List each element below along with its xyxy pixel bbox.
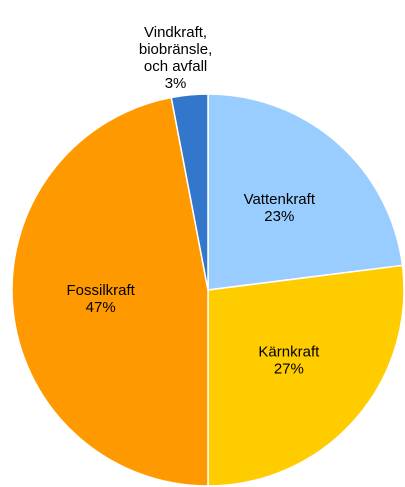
slice-label-line: Vindkraft, bbox=[144, 24, 207, 41]
pie-slice bbox=[170, 93, 209, 291]
pie-slice bbox=[207, 93, 404, 291]
slice-label-line: biobränsle, bbox=[139, 41, 212, 58]
slice-value-label: 23% bbox=[264, 208, 294, 225]
slice-label-line: och avfall bbox=[144, 58, 207, 75]
slice-label: Fossilkraft bbox=[67, 282, 136, 299]
slice-label: Vattenkraft bbox=[244, 191, 316, 208]
slice-label-line: Kärnkraft bbox=[258, 343, 320, 360]
slice-label-line: Vattenkraft bbox=[244, 191, 316, 208]
slice-label: Kärnkraft bbox=[258, 343, 320, 360]
slice-value-label: 27% bbox=[274, 360, 304, 377]
slice-value-label: 47% bbox=[86, 299, 116, 316]
slice-value-label: 3% bbox=[165, 75, 187, 92]
pie-slice bbox=[11, 96, 209, 487]
slice-label: Vindkraft, biobränsle, och avfall bbox=[139, 24, 212, 75]
pie-slice bbox=[207, 264, 405, 487]
slice-label-line: Fossilkraft bbox=[67, 282, 136, 299]
